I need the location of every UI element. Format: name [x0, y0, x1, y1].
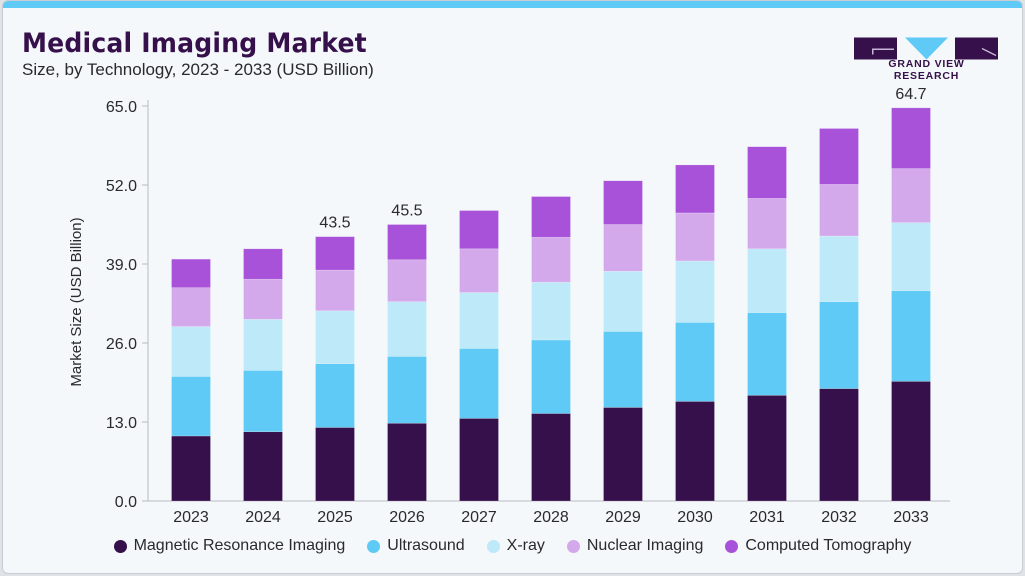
y-tick-label: 0.0: [115, 494, 137, 511]
x-tick-label: 2028: [533, 509, 569, 526]
bar-segment-magnetic-resonance-imaging: [747, 394, 787, 502]
bar-segment-magnetic-resonance-imaging: [603, 407, 643, 502]
legend-swatch: [486, 539, 500, 553]
bar-segment-magnetic-resonance-imaging: [819, 388, 859, 502]
bar-segment-computed-tomography: [531, 196, 571, 238]
bar-segment-x-ray: [387, 301, 427, 357]
bar-segment-x-ray: [819, 235, 859, 302]
bar-segment-ultrasound: [243, 370, 283, 433]
x-tick-label: 2031: [749, 509, 785, 526]
legend-label: Computed Tomography: [745, 537, 912, 554]
chart-title: Medical Imaging Market: [22, 28, 367, 59]
bar-segment-magnetic-resonance-imaging: [171, 435, 211, 502]
x-tick-label: 2032: [821, 509, 857, 526]
legend-item: Ultrasound: [367, 537, 465, 555]
legend-label: Ultrasound: [387, 537, 465, 554]
bar-segment-ultrasound: [819, 301, 859, 389]
legend-swatch: [113, 539, 127, 553]
legend-swatch: [566, 539, 580, 553]
x-tick-label: 2024: [245, 509, 281, 526]
x-tick-label: 2030: [677, 509, 713, 526]
legend-swatch: [367, 539, 381, 553]
bar-segment-nuclear-imaging: [603, 224, 643, 272]
legend-item: Computed Tomography: [725, 537, 911, 555]
grand-view-research-logo: [854, 37, 998, 60]
bar-segment-x-ray: [315, 310, 355, 364]
y-axis-title: Market Size (USD Billion): [68, 217, 85, 386]
chart-subtitle: Size, by Technology, 2023 - 2033 (USD Bi…: [22, 60, 374, 79]
legend-label: Magnetic Resonance Imaging: [133, 537, 346, 554]
bar-segment-computed-tomography: [387, 224, 427, 261]
bar-segment-nuclear-imaging: [747, 198, 787, 250]
bar-segment-ultrasound: [675, 322, 715, 402]
x-tick-label: 2033: [893, 509, 929, 526]
bar-segment-magnetic-resonance-imaging: [891, 380, 931, 502]
bar-segment-x-ray: [603, 270, 643, 332]
bar-segment-ultrasound: [747, 312, 787, 396]
logo-text: GRAND VIEW RESEARCH: [888, 58, 965, 82]
y-tick-label: 65.0: [106, 99, 137, 116]
bar-segment-x-ray: [243, 318, 283, 371]
y-tick-label: 13.0: [106, 415, 137, 432]
x-tick-label: 2027: [461, 509, 497, 526]
bar-segment-x-ray: [531, 281, 571, 341]
bar-segment-magnetic-resonance-imaging: [243, 431, 283, 502]
bar-segment-computed-tomography: [819, 128, 859, 185]
legend-item: Magnetic Resonance Imaging: [113, 537, 346, 555]
x-tick-label: 2025: [317, 509, 353, 526]
bar-segment-ultrasound: [459, 348, 499, 419]
bar-segment-computed-tomography: [459, 210, 499, 250]
bar-segment-magnetic-resonance-imaging: [531, 413, 571, 502]
y-tick-label: 39.0: [106, 257, 137, 274]
bar-segment-magnetic-resonance-imaging: [387, 422, 427, 502]
bar-segment-nuclear-imaging: [531, 236, 571, 283]
bar-segment-computed-tomography: [243, 248, 283, 280]
bar-segment-magnetic-resonance-imaging: [675, 401, 715, 502]
bar-segment-computed-tomography: [171, 258, 211, 288]
bar-segment-nuclear-imaging: [675, 212, 715, 262]
bar-segment-nuclear-imaging: [243, 278, 283, 320]
x-tick-label: 2029: [605, 509, 641, 526]
bar-segment-nuclear-imaging: [171, 287, 211, 327]
bar-segment-computed-tomography: [675, 164, 715, 214]
accent-bar: [3, 1, 1022, 8]
y-tick-label: 26.0: [106, 336, 137, 353]
legend: Magnetic Resonance Imaging Ultrasound X-ra…: [0, 537, 1025, 555]
x-tick-label: 2023: [173, 509, 209, 526]
bar-segment-x-ray: [891, 222, 931, 292]
legend-label: X-ray: [506, 537, 545, 554]
bar-segment-nuclear-imaging: [459, 248, 499, 293]
bar-segment-x-ray: [747, 248, 787, 313]
bar-segment-computed-tomography: [603, 180, 643, 225]
bar-segment-nuclear-imaging: [891, 168, 931, 223]
bar-segment-nuclear-imaging: [387, 259, 427, 302]
x-tick-label: 2026: [389, 509, 425, 526]
bar-segment-x-ray: [459, 292, 499, 349]
bar-segment-nuclear-imaging: [315, 269, 355, 312]
legend-swatch: [725, 539, 739, 553]
bar-segment-computed-tomography: [891, 107, 931, 169]
data-label: 64.7: [895, 86, 926, 103]
bar-segment-nuclear-imaging: [819, 184, 859, 237]
bar-segment-computed-tomography: [747, 146, 787, 199]
bar-segment-magnetic-resonance-imaging: [459, 418, 499, 502]
bar-segment-ultrasound: [171, 376, 211, 437]
bar-segment-x-ray: [171, 326, 211, 377]
legend-item: X-ray: [486, 537, 545, 555]
bar-segment-magnetic-resonance-imaging: [315, 427, 355, 502]
bar-segment-ultrasound: [531, 339, 571, 414]
bar-segment-ultrasound: [603, 331, 643, 408]
legend-item: Nuclear Imaging: [566, 537, 704, 555]
legend-label: Nuclear Imaging: [586, 537, 704, 554]
bar-segment-computed-tomography: [315, 236, 355, 271]
data-label: 45.5: [391, 203, 422, 220]
bar-segment-x-ray: [675, 260, 715, 323]
data-label: 43.5: [319, 215, 350, 232]
y-tick-label: 52.0: [106, 178, 137, 195]
bar-segment-ultrasound: [315, 363, 355, 428]
bar-segment-ultrasound: [387, 356, 427, 424]
bar-segment-ultrasound: [891, 290, 931, 382]
